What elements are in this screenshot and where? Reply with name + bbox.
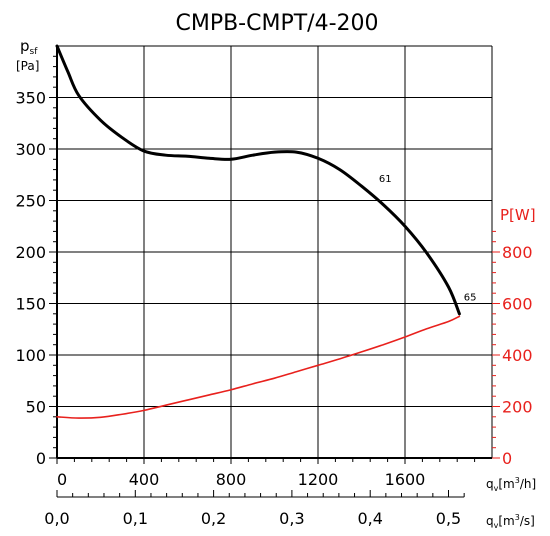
y-tick-label: 50 <box>26 398 46 417</box>
x2-tick-label: 0,1 <box>123 509 148 528</box>
y-tick-label: 0 <box>36 449 46 468</box>
annotations: 61 65 <box>379 174 477 303</box>
y2-tick-label: 800 <box>502 243 533 262</box>
x2-tick-label: 0,3 <box>279 509 304 528</box>
pressure-curve-line <box>55 44 461 316</box>
x-tick-label: 800 <box>216 470 247 489</box>
curve-annotation: 61 <box>379 174 392 185</box>
axes <box>49 46 500 498</box>
x2-tick-label: 0,4 <box>357 509 382 528</box>
y2-tick-label: 200 <box>502 398 533 417</box>
x-tick-label: 400 <box>129 470 160 489</box>
x2-tick-label: 0,0 <box>44 509 69 528</box>
x-tick-label: 1200 <box>298 470 339 489</box>
y-tick-label: 350 <box>15 89 46 108</box>
x2-axis-label: qv[m3/s] <box>486 513 535 530</box>
y-tick-label: 300 <box>15 140 46 159</box>
y-tick-label: 100 <box>15 346 46 365</box>
tick-labels: 0 50 100 150 200 250 300 350 0 200 400 600 800 0 400 80… <box>15 89 532 529</box>
chart-title: CMPB-CMPT/4-200 <box>175 11 378 36</box>
x-tick-label: 1600 <box>385 470 426 489</box>
x2-tick-label: 0,5 <box>436 509 461 528</box>
y-tick-label: 150 <box>15 295 46 314</box>
y2-tick-label: 600 <box>502 295 533 314</box>
x-tick-label: 0 <box>57 470 67 489</box>
y2-axis-label: P[W] <box>500 206 536 224</box>
y-axis-label: psf <box>20 37 38 57</box>
y-axis-unit: [Pa] <box>16 59 39 73</box>
x2-tick-label: 0,2 <box>201 509 226 528</box>
x-axis-label: qv[m3/h] <box>486 476 536 493</box>
y2-tick-label: 400 <box>502 346 533 365</box>
y2-tick-label: 0 <box>502 449 512 468</box>
series <box>55 44 461 419</box>
power-curve-line <box>56 315 461 419</box>
y-tick-label: 200 <box>15 243 46 262</box>
y-tick-label: 250 <box>15 192 46 211</box>
curve-annotation: 65 <box>464 292 477 303</box>
